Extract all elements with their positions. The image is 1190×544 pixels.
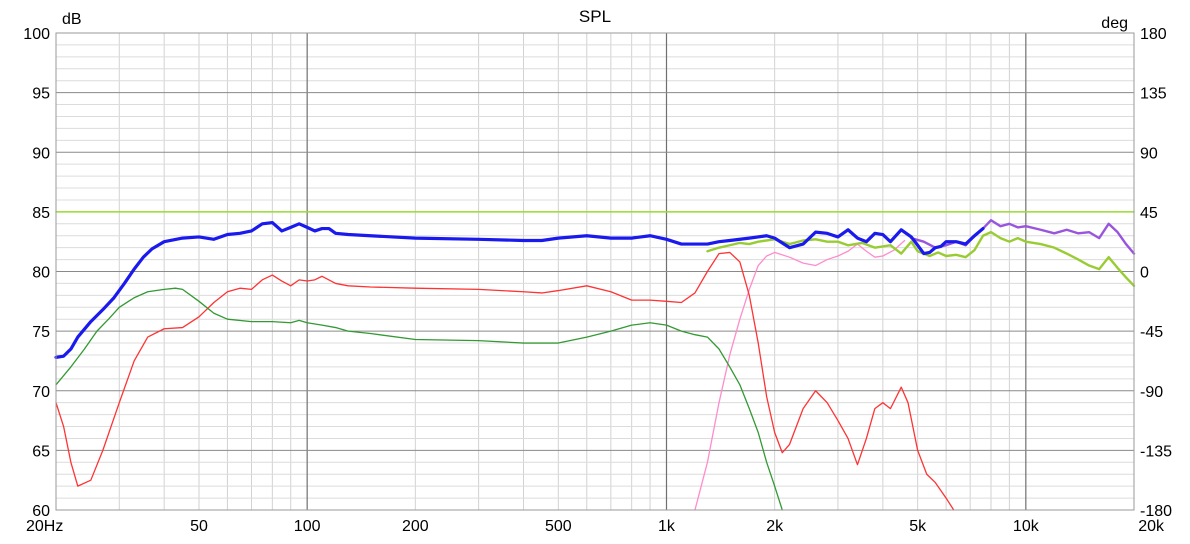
y-right-tick-label: 0 xyxy=(1140,265,1149,282)
y-tick-label: 60 xyxy=(32,503,50,520)
x-tick-label: 20k xyxy=(1138,518,1165,535)
series-line-3 xyxy=(55,251,955,511)
series-line-7 xyxy=(54,221,985,359)
y-axis-left-ticks: 60 65 70 75 80 85 90 95 100 xyxy=(23,26,50,520)
y-tick-label: 70 xyxy=(32,384,50,401)
x-tick-label: 20Hz xyxy=(26,518,63,535)
y-right-tick-label: -135 xyxy=(1140,443,1172,460)
series-line-4 xyxy=(55,287,783,511)
y-right-tick-label: 45 xyxy=(1140,205,1158,222)
y-right-tick-label: -90 xyxy=(1140,384,1163,401)
x-axis-ticks: 20Hz 50 100 200 500 1k 2k 5k 10k 20k xyxy=(26,518,1165,535)
y-tick-label: 100 xyxy=(23,26,50,43)
x-tick-label: 2k xyxy=(766,518,784,535)
series-line-5 xyxy=(706,230,1136,288)
y-axis-right-ticks: -180 -135 -90 -45 0 45 90 135 180 xyxy=(1140,26,1172,520)
x-tick-label: 100 xyxy=(294,518,321,535)
y-tick-label: 90 xyxy=(32,145,50,162)
x-tick-label: 500 xyxy=(545,518,572,535)
x-tick-label: 200 xyxy=(402,518,429,535)
x-tick-label: 50 xyxy=(190,518,208,535)
y-tick-label: 65 xyxy=(32,443,50,460)
chart-title: SPL xyxy=(579,7,611,26)
series-layer xyxy=(54,211,1136,511)
y-right-tick-label: 180 xyxy=(1140,26,1167,43)
y-right-tick-label: 90 xyxy=(1140,145,1158,162)
y-tick-label: 75 xyxy=(32,324,50,341)
y-right-tick-label: -45 xyxy=(1140,324,1163,341)
y-tick-label: 80 xyxy=(32,265,50,282)
y-right-tick-label: 135 xyxy=(1140,86,1167,103)
x-tick-label: 5k xyxy=(909,518,927,535)
y-tick-label: 95 xyxy=(32,86,50,103)
series-line-6 xyxy=(910,219,1136,255)
x-tick-label: 1k xyxy=(658,518,676,535)
x-tick-label: 10k xyxy=(1013,518,1040,535)
series-line-2 xyxy=(694,239,906,511)
y-axis-left-label: dB xyxy=(62,11,82,28)
y-right-tick-label: -180 xyxy=(1140,503,1172,520)
y-axis-right-label: deg xyxy=(1101,15,1128,32)
y-tick-label: 85 xyxy=(32,205,50,222)
